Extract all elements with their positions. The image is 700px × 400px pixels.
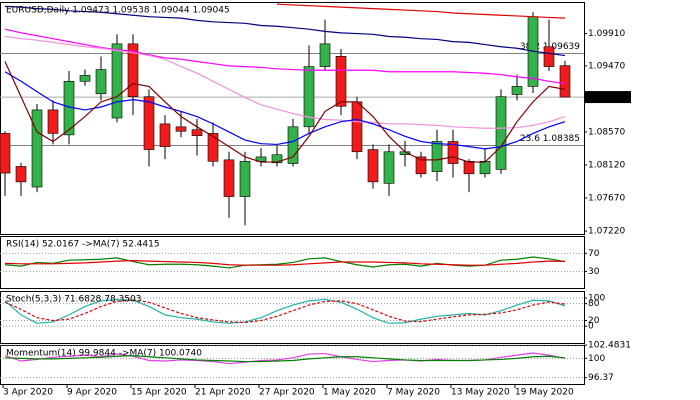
candle-body [31,109,43,188]
candle-body [79,75,91,82]
panel-title: Stoch(5,3,3) 71.6828 78.3503 [6,295,141,305]
panel-frame [0,291,585,344]
x-tick-label: 7 May 2020 [387,388,440,398]
x-tick-label: 9 Apr 2020 [67,388,117,398]
x-tick-label: 15 Apr 2020 [131,388,187,398]
candle-body [463,161,475,175]
panel-title: EURUSD,Daily 1.09473 1.09538 1.09044 1.0… [6,6,230,16]
candle-body [127,43,139,98]
fib-label: 23.6 1.08385 [520,134,580,144]
price-box [585,91,631,104]
candle-body [415,156,427,175]
indicator-line [4,355,566,363]
candle-body [335,56,347,107]
panel-title: Momentum(14) 99.9844 ->MA(7) 100.0740 [6,349,202,359]
y-tick-label: 100 [588,294,605,304]
x-tick-label: 21 Apr 2020 [195,388,251,398]
panel-frame [0,2,585,235]
candle-body [495,96,507,170]
indicator-line [4,256,566,269]
candle-body [287,126,299,164]
indicator-line [4,5,566,57]
indicator-line [4,71,566,150]
y-tick-label: 70 [588,249,600,259]
candle-body [431,141,443,172]
candle-body [175,126,187,132]
candle-body [303,66,315,128]
candle-body [319,43,331,67]
candle-body [207,133,219,162]
y-tick-label: 1.08570 [588,127,625,137]
candle-body [447,141,459,164]
panel-title: RSI(14) 52.0167 ->MA(7) 52.4415 [6,240,160,250]
y-tick-label: 0 [588,322,594,332]
candle-body [15,166,27,183]
indicator-line [4,35,566,129]
indicator-line [4,299,566,324]
last-price: 1.09045 [588,93,629,103]
y-tick-label: 96.37 [588,373,614,383]
candle-body [191,129,203,136]
candle-body [95,69,107,95]
candle-body [383,151,395,184]
candle-body [559,65,571,98]
y-tick-label: 20 [588,316,600,326]
candle-body [255,156,267,162]
x-tick-label: 1 May 2020 [323,388,376,398]
candle-body [0,133,11,174]
y-tick-label: 1.07670 [588,194,625,204]
candle-body [511,86,523,95]
y-tick-label: 1.07220 [588,227,625,237]
candle-body [543,46,555,67]
indicator-line [4,298,566,324]
x-tick-label: 19 May 2020 [515,388,574,398]
y-tick-label: 1.08120 [588,160,625,170]
panel-frame [0,345,585,385]
candle-body [159,123,171,147]
y-tick-label: 1.09910 [588,29,625,39]
candle-body [351,101,363,153]
indicator-line [4,28,566,85]
x-tick-label: 13 May 2020 [451,388,510,398]
y-tick-label: 100 [588,354,605,364]
indicator-line [4,260,566,266]
y-tick-label: 102.4831 [588,341,631,351]
y-tick-label: 30 [588,267,600,277]
x-tick-label: 3 Apr 2020 [3,388,53,398]
candle-body [367,149,379,183]
candle-body [239,161,251,197]
y-tick-label: 80 [588,299,600,309]
y-tick-label: 1.09470 [588,61,625,71]
candle-body [479,161,491,175]
indicator-line [4,61,566,163]
candle-body [111,43,123,119]
candle-body [47,109,59,134]
candle-body [271,154,283,164]
candle-body [143,96,155,150]
indicator-line [276,3,566,19]
x-tick-label: 27 Apr 2020 [259,388,315,398]
panel-frame [0,236,585,289]
candle-body [223,159,235,197]
